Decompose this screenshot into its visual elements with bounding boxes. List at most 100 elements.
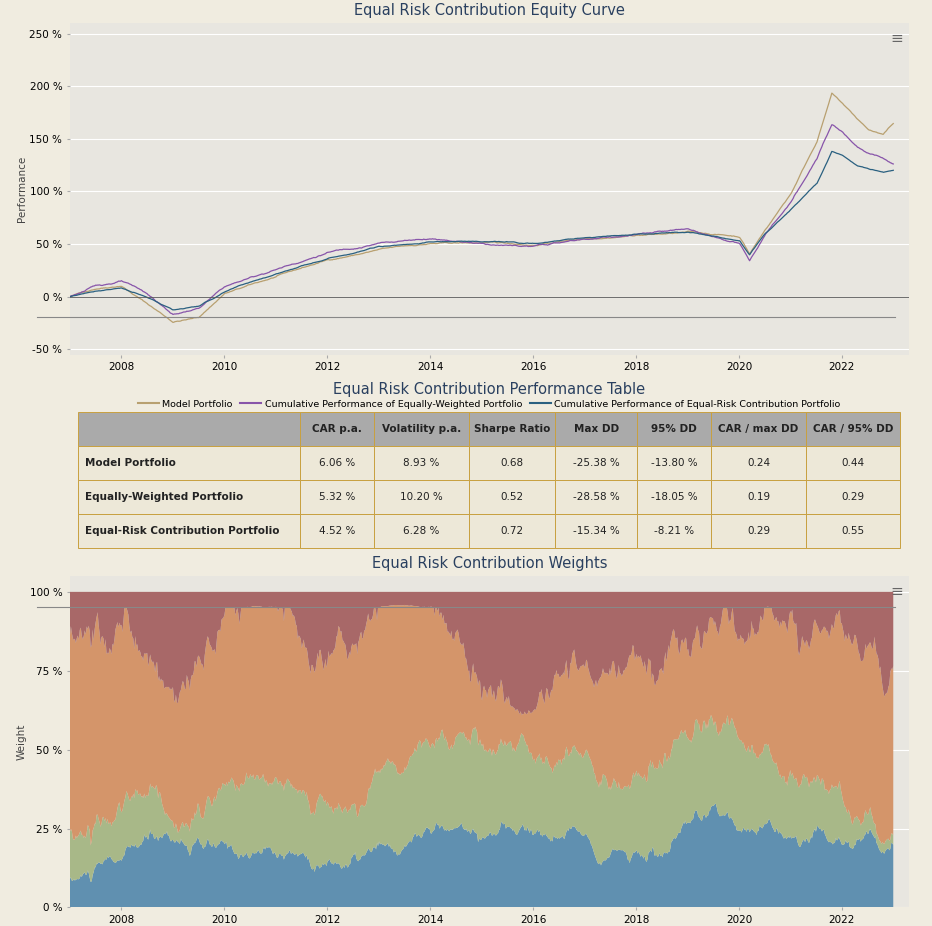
Bar xyxy=(711,412,806,446)
Cumulative Performance of Equally-Weighted Portfolio xyxy=(615,232,626,243)
Text: -8.21 %: -8.21 % xyxy=(654,526,694,536)
Text: CAR / max DD: CAR / max DD xyxy=(719,424,799,434)
Cumulative Performance of Equal-Risk Contribution Portfolio xyxy=(168,305,179,316)
Bar xyxy=(806,481,900,514)
Bar xyxy=(555,446,637,481)
Cumulative Performance of Equally-Weighted Portfolio xyxy=(168,309,179,320)
Bar xyxy=(300,481,375,514)
Text: -25.38 %: -25.38 % xyxy=(573,458,620,469)
Text: Volatility p.a.: Volatility p.a. xyxy=(382,424,461,434)
Cumulative Performance of Equally-Weighted Portfolio xyxy=(808,158,819,169)
Bar xyxy=(806,446,900,481)
Cumulative Performance of Equally-Weighted Portfolio xyxy=(408,234,419,245)
Cumulative Performance of Equal-Risk Contribution Portfolio xyxy=(887,165,898,176)
Text: 0.24: 0.24 xyxy=(747,458,770,469)
Bar xyxy=(375,514,469,548)
Text: -18.05 %: -18.05 % xyxy=(651,493,697,502)
Text: Model Portfolio: Model Portfolio xyxy=(85,458,176,469)
Bar xyxy=(711,446,806,481)
Legend: Model Portfolio, Cumulative Performance of Equally-Weighted Portfolio, Cumulativ: Model Portfolio, Cumulative Performance … xyxy=(134,395,844,412)
Cumulative Performance of Equally-Weighted Portfolio xyxy=(827,119,838,131)
Bar xyxy=(78,446,300,481)
Bar xyxy=(300,514,375,548)
Cumulative Performance of Equally-Weighted Portfolio xyxy=(728,236,739,247)
Text: 95% DD: 95% DD xyxy=(651,424,697,434)
Bar xyxy=(806,412,900,446)
Text: 0.29: 0.29 xyxy=(747,526,770,536)
Model Portfolio xyxy=(808,143,819,154)
Bar xyxy=(637,412,711,446)
Bar xyxy=(375,412,469,446)
Bar xyxy=(469,481,555,514)
Bar xyxy=(555,514,637,548)
Cumulative Performance of Equal-Risk Contribution Portfolio xyxy=(808,181,819,192)
Text: ≡: ≡ xyxy=(890,584,903,599)
Cumulative Performance of Equal-Risk Contribution Portfolio xyxy=(64,291,75,302)
Bar xyxy=(637,481,711,514)
Bar xyxy=(711,481,806,514)
Bar xyxy=(711,514,806,548)
Text: 0.55: 0.55 xyxy=(842,526,865,536)
Cumulative Performance of Equally-Weighted Portfolio xyxy=(637,228,648,239)
Text: ≡: ≡ xyxy=(890,31,903,46)
Cumulative Performance of Equal-Risk Contribution Portfolio xyxy=(577,232,588,244)
Cumulative Performance of Equally-Weighted Portfolio xyxy=(64,291,75,302)
Bar xyxy=(300,412,375,446)
Y-axis label: Weight: Weight xyxy=(17,723,27,760)
Bar xyxy=(806,514,900,548)
Line: Cumulative Performance of Equal-Risk Contribution Portfolio: Cumulative Performance of Equal-Risk Con… xyxy=(70,152,893,310)
Text: 0.52: 0.52 xyxy=(500,493,524,502)
Bar xyxy=(300,446,375,481)
Bar xyxy=(469,412,555,446)
Text: -15.34 %: -15.34 % xyxy=(573,526,620,536)
Title: Equal Risk Contribution Weights: Equal Risk Contribution Weights xyxy=(372,556,607,570)
Model Portfolio xyxy=(408,240,419,251)
Text: -13.80 %: -13.80 % xyxy=(651,458,697,469)
Text: 4.52 %: 4.52 % xyxy=(319,526,355,536)
Model Portfolio xyxy=(577,233,588,244)
Cumulative Performance of Equal-Risk Contribution Portfolio xyxy=(408,238,419,249)
Cumulative Performance of Equal-Risk Contribution Portfolio xyxy=(615,230,626,241)
Text: 0.68: 0.68 xyxy=(500,458,524,469)
Bar xyxy=(469,446,555,481)
Cumulative Performance of Equal-Risk Contribution Portfolio xyxy=(637,229,648,240)
Text: Equally-Weighted Portfolio: Equally-Weighted Portfolio xyxy=(85,493,243,502)
Text: 6.28 %: 6.28 % xyxy=(404,526,440,536)
Model Portfolio xyxy=(728,231,739,242)
Cumulative Performance of Equally-Weighted Portfolio xyxy=(577,233,588,244)
Model Portfolio xyxy=(827,88,838,99)
Text: CAR / 95% DD: CAR / 95% DD xyxy=(813,424,893,434)
Cumulative Performance of Equally-Weighted Portfolio xyxy=(887,158,898,169)
Bar xyxy=(375,446,469,481)
Model Portfolio xyxy=(64,291,75,302)
Text: 0.72: 0.72 xyxy=(500,526,524,536)
Bar xyxy=(469,514,555,548)
Text: -28.58 %: -28.58 % xyxy=(573,493,620,502)
Text: 8.93 %: 8.93 % xyxy=(404,458,440,469)
Bar xyxy=(78,481,300,514)
Cumulative Performance of Equal-Risk Contribution Portfolio xyxy=(728,234,739,245)
Text: 0.19: 0.19 xyxy=(747,493,770,502)
Bar xyxy=(637,446,711,481)
Line: Model Portfolio: Model Portfolio xyxy=(70,94,893,322)
Text: 0.44: 0.44 xyxy=(842,458,865,469)
Text: Sharpe Ratio: Sharpe Ratio xyxy=(473,424,550,434)
Model Portfolio xyxy=(168,317,179,328)
Bar xyxy=(375,481,469,514)
Model Portfolio xyxy=(615,232,626,243)
Text: 0.29: 0.29 xyxy=(842,493,865,502)
Bar xyxy=(637,514,711,548)
Model Portfolio xyxy=(637,230,648,241)
Text: Max DD: Max DD xyxy=(573,424,619,434)
Bar xyxy=(555,481,637,514)
Model Portfolio xyxy=(887,118,898,129)
Bar xyxy=(78,412,300,446)
Text: 5.32 %: 5.32 % xyxy=(319,493,355,502)
Text: 6.06 %: 6.06 % xyxy=(319,458,355,469)
Text: 10.20 %: 10.20 % xyxy=(400,493,443,502)
Title: Equal Risk Contribution Equity Curve: Equal Risk Contribution Equity Curve xyxy=(354,3,624,18)
Text: CAR p.a.: CAR p.a. xyxy=(312,424,363,434)
Text: Equal Risk Contribution Performance Table: Equal Risk Contribution Performance Tabl… xyxy=(334,382,645,397)
Text: Equal-Risk Contribution Portfolio: Equal-Risk Contribution Portfolio xyxy=(85,526,280,536)
Line: Cumulative Performance of Equally-Weighted Portfolio: Cumulative Performance of Equally-Weight… xyxy=(70,125,893,315)
